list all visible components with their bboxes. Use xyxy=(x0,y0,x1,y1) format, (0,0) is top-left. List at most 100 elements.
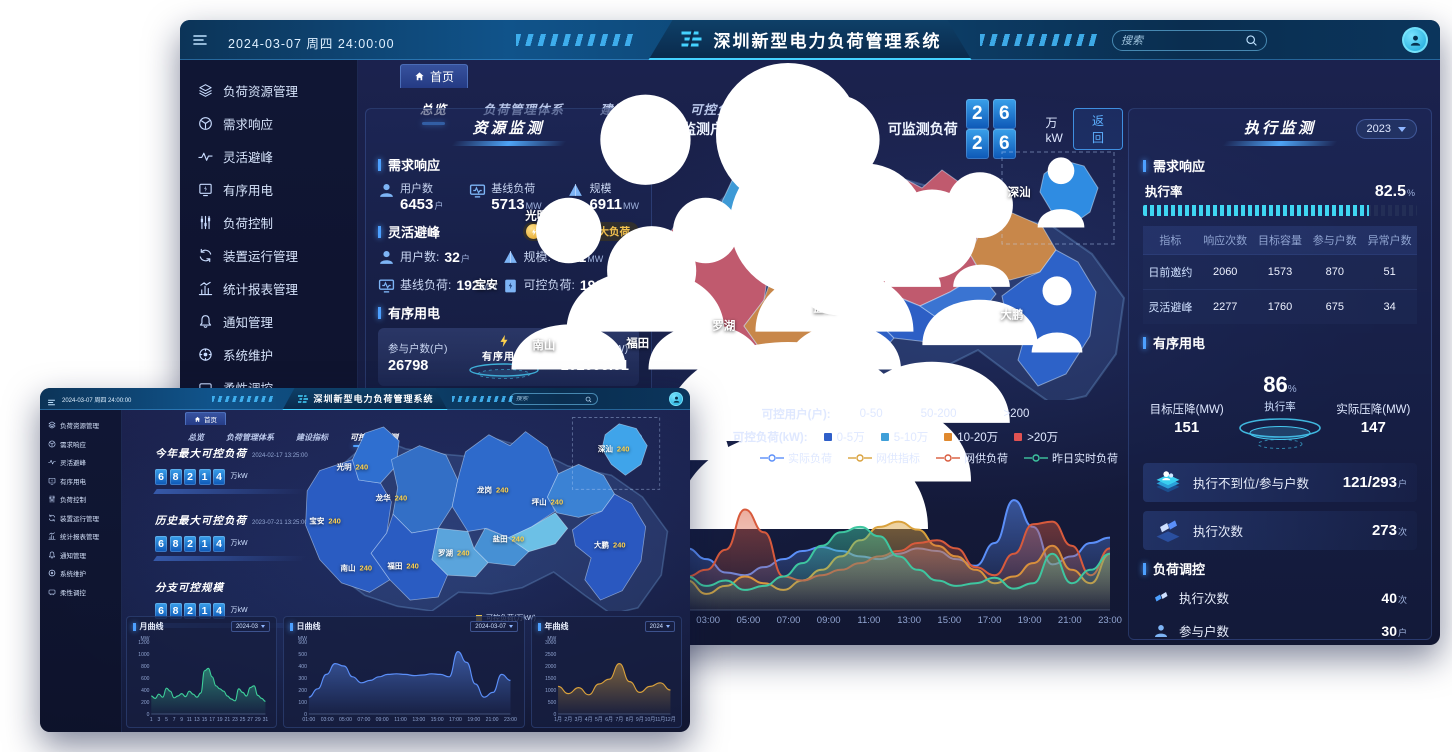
sidebar-item-1[interactable]: 需求响应 xyxy=(180,107,357,140)
search-box[interactable] xyxy=(1112,30,1267,51)
digit-box: 6 xyxy=(155,603,167,619)
tray-icon xyxy=(48,588,56,596)
users-diamond-icon xyxy=(1156,471,1180,493)
svg-text:23:00: 23:00 xyxy=(504,717,517,723)
legend-item[interactable]: 昨日实时负荷 xyxy=(1024,450,1118,466)
pyramid-icon xyxy=(503,251,517,263)
sidebar-item-2[interactable]: 灵活避峰 xyxy=(180,140,357,173)
tab-0[interactable]: 总览 xyxy=(188,433,204,442)
svg-text:19:00: 19:00 xyxy=(1018,615,1042,626)
svg-text:15:00: 15:00 xyxy=(937,615,961,626)
digit-box: 6 xyxy=(155,469,167,485)
digit-box: 4 xyxy=(213,536,225,552)
monitor-icon xyxy=(470,184,486,198)
svg-text:3000: 3000 xyxy=(545,640,556,646)
sidebar-item-6[interactable]: 统计报表管理 xyxy=(180,272,357,305)
district-value[interactable]: 坪山 240 xyxy=(531,497,564,507)
sidebar-item-2[interactable]: 灵活避峰 xyxy=(40,453,121,472)
day-curve-card: 日曲线 2024-03-07 0 100 200 300 400 500 600 MW 01:0… xyxy=(283,616,525,728)
svg-text:07:00: 07:00 xyxy=(357,717,370,723)
year-select[interactable]: 2024 xyxy=(644,621,675,632)
district-value[interactable]: 福田 240 xyxy=(387,561,419,571)
svg-text:500: 500 xyxy=(548,700,556,706)
user-icon xyxy=(1155,624,1167,637)
avatar[interactable] xyxy=(669,392,683,406)
battery-bolt-icon xyxy=(504,279,516,293)
svg-text:300: 300 xyxy=(298,676,307,682)
app-logo-icon xyxy=(679,29,705,49)
district-value[interactable]: 龙岗 240 xyxy=(477,485,509,495)
district-label[interactable]: 深汕 xyxy=(1008,154,1090,232)
execution-row-users[interactable]: 执行不到位/参与户数 121/293户 xyxy=(1143,463,1417,502)
svg-text:9: 9 xyxy=(180,717,183,723)
chart-legend: 实际负荷 网供指标 网供负荷 昨日实时负荷 xyxy=(658,450,1122,466)
execution-row-count[interactable]: 执行次数 273次 xyxy=(1143,511,1417,550)
chevron-down-icon xyxy=(509,625,513,628)
shenzhen-map[interactable] xyxy=(290,416,680,611)
tab-1[interactable]: 负荷管理体系 xyxy=(226,433,274,442)
month-select[interactable]: 2024-03 xyxy=(230,621,270,632)
district-value[interactable]: 光明 240 xyxy=(336,462,369,472)
table-row[interactable]: 日前邀约 2060 1573 870 51 xyxy=(1143,254,1417,290)
district-value[interactable]: 龙华 240 xyxy=(375,493,408,503)
district-value[interactable]: 罗湖 240 xyxy=(438,548,470,557)
sidebar-item-3[interactable]: 有序用电 xyxy=(40,472,121,491)
sidebar-item-0[interactable]: 负荷资源管理 xyxy=(40,416,121,435)
menu-toggle-icon[interactable] xyxy=(47,394,56,412)
sidebar-item-5[interactable]: 装置运行管理 xyxy=(180,239,357,272)
execution-rate-row: 执行率 82.5% xyxy=(1145,183,1415,200)
sidebar-item-4[interactable]: 负荷控制 xyxy=(40,490,121,509)
svg-text:25: 25 xyxy=(240,717,246,723)
district-value[interactable]: 宝安 240 xyxy=(309,516,341,526)
svg-text:19:00: 19:00 xyxy=(467,717,480,723)
tab-home[interactable]: 首页 xyxy=(185,412,226,425)
sidebar-item-7[interactable]: 通知管理 xyxy=(180,305,357,338)
sidebar-item-3[interactable]: 有序用电 xyxy=(180,173,357,206)
legend-item[interactable]: 实际负荷 xyxy=(760,450,832,466)
search-input[interactable] xyxy=(1121,34,1239,47)
svg-text:09:00: 09:00 xyxy=(376,717,389,723)
district-value[interactable]: 盐田 240 xyxy=(492,534,525,544)
controllable-load-stats: 今年最大可控负荷 2024-02-17 13:25:00 6 8 2 1 4 万kW 历史最… xyxy=(153,444,335,645)
date-select[interactable]: 2024-03-07 xyxy=(470,621,518,632)
control-row-executions[interactable]: 执行次数 40次 xyxy=(1143,584,1417,611)
sidebar-item-5[interactable]: 装置运行管理 xyxy=(40,509,121,528)
control-row-users[interactable]: 参与户数 30户 xyxy=(1143,617,1417,639)
district-value[interactable]: 南山 240 xyxy=(340,563,373,573)
district-value[interactable]: 深汕 240 xyxy=(597,444,630,454)
menu-toggle-icon[interactable] xyxy=(192,32,208,53)
district-labels: 光明 240 龙华 240 宝安 240 龙岗 240 坪山 240 盐田 240 罗湖 240 福田 240… xyxy=(290,416,680,611)
svg-text:03:00: 03:00 xyxy=(321,717,334,723)
district-value[interactable]: 大鹏 240 xyxy=(594,540,626,550)
panel-title: 执行监测 xyxy=(1143,117,1417,146)
svg-text:13: 13 xyxy=(194,717,200,723)
avatar[interactable] xyxy=(1402,27,1428,53)
search-box[interactable] xyxy=(510,393,598,405)
legend-item[interactable]: 网供指标 xyxy=(848,450,920,466)
svg-text:600: 600 xyxy=(141,676,149,682)
back-button[interactable]: 返回 xyxy=(1073,108,1124,150)
digit-box: 8 xyxy=(169,469,182,485)
sidebar-item-1[interactable]: 需求响应 xyxy=(40,435,121,454)
sidebar-item-4[interactable]: 负荷控制 xyxy=(180,206,357,239)
sidebar-item-0[interactable]: 负荷资源管理 xyxy=(180,74,357,107)
sidebar-item-6[interactable]: 统计报表管理 xyxy=(40,527,121,546)
svg-text:9月: 9月 xyxy=(636,716,644,723)
sidebar-item-8[interactable]: 系统维护 xyxy=(180,338,357,371)
tab-2[interactable]: 建设指标 xyxy=(296,433,328,442)
sidebar-item-9[interactable]: 柔性调控 xyxy=(40,583,121,602)
digit-box: 2 xyxy=(184,469,196,485)
sidebar-item-8[interactable]: 系统维护 xyxy=(40,564,121,583)
section-orderly-power: 有序用电 xyxy=(1143,333,1417,352)
datetime: 2024-03-07 周四 24:00:00 xyxy=(62,398,132,404)
table-row[interactable]: 灵活避峰 2277 1760 675 34 xyxy=(1143,289,1417,324)
search-input[interactable] xyxy=(516,396,582,402)
layers-icon xyxy=(198,83,213,98)
tab-home[interactable]: 首页 xyxy=(400,64,469,88)
district-label[interactable]: 大鹏 xyxy=(1000,273,1086,358)
sidebar-item-7[interactable]: 通知管理 xyxy=(40,546,121,565)
legend-item[interactable]: 网供负荷 xyxy=(936,450,1008,466)
year-select[interactable]: 2023 xyxy=(1355,119,1417,139)
bolt-icon xyxy=(500,334,508,347)
svg-text:01:00: 01:00 xyxy=(302,717,315,723)
